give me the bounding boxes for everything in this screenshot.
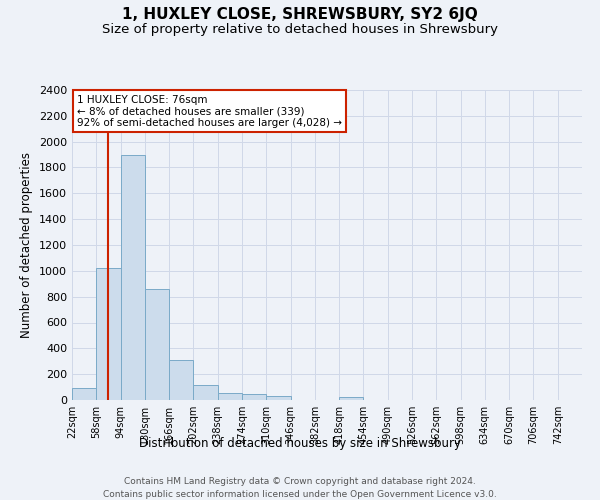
Bar [121,154,145,400]
Text: Contains HM Land Registry data © Crown copyright and database right 2024.: Contains HM Land Registry data © Crown c… [124,478,476,486]
Bar [169,360,193,400]
Text: Size of property relative to detached houses in Shrewsbury: Size of property relative to detached ho… [102,22,498,36]
Bar [193,384,218,400]
Text: Distribution of detached houses by size in Shrewsbury: Distribution of detached houses by size … [139,438,461,450]
Text: 1, HUXLEY CLOSE, SHREWSBURY, SY2 6JQ: 1, HUXLEY CLOSE, SHREWSBURY, SY2 6JQ [122,8,478,22]
Text: 1 HUXLEY CLOSE: 76sqm
← 8% of detached houses are smaller (339)
92% of semi-deta: 1 HUXLEY CLOSE: 76sqm ← 8% of detached h… [77,94,342,128]
Text: Contains public sector information licensed under the Open Government Licence v3: Contains public sector information licen… [103,490,497,499]
Bar [145,289,169,400]
Bar [339,397,364,400]
Bar [72,388,96,400]
Bar [266,396,290,400]
Bar [242,394,266,400]
Y-axis label: Number of detached properties: Number of detached properties [20,152,34,338]
Bar [218,393,242,400]
Bar [96,268,121,400]
